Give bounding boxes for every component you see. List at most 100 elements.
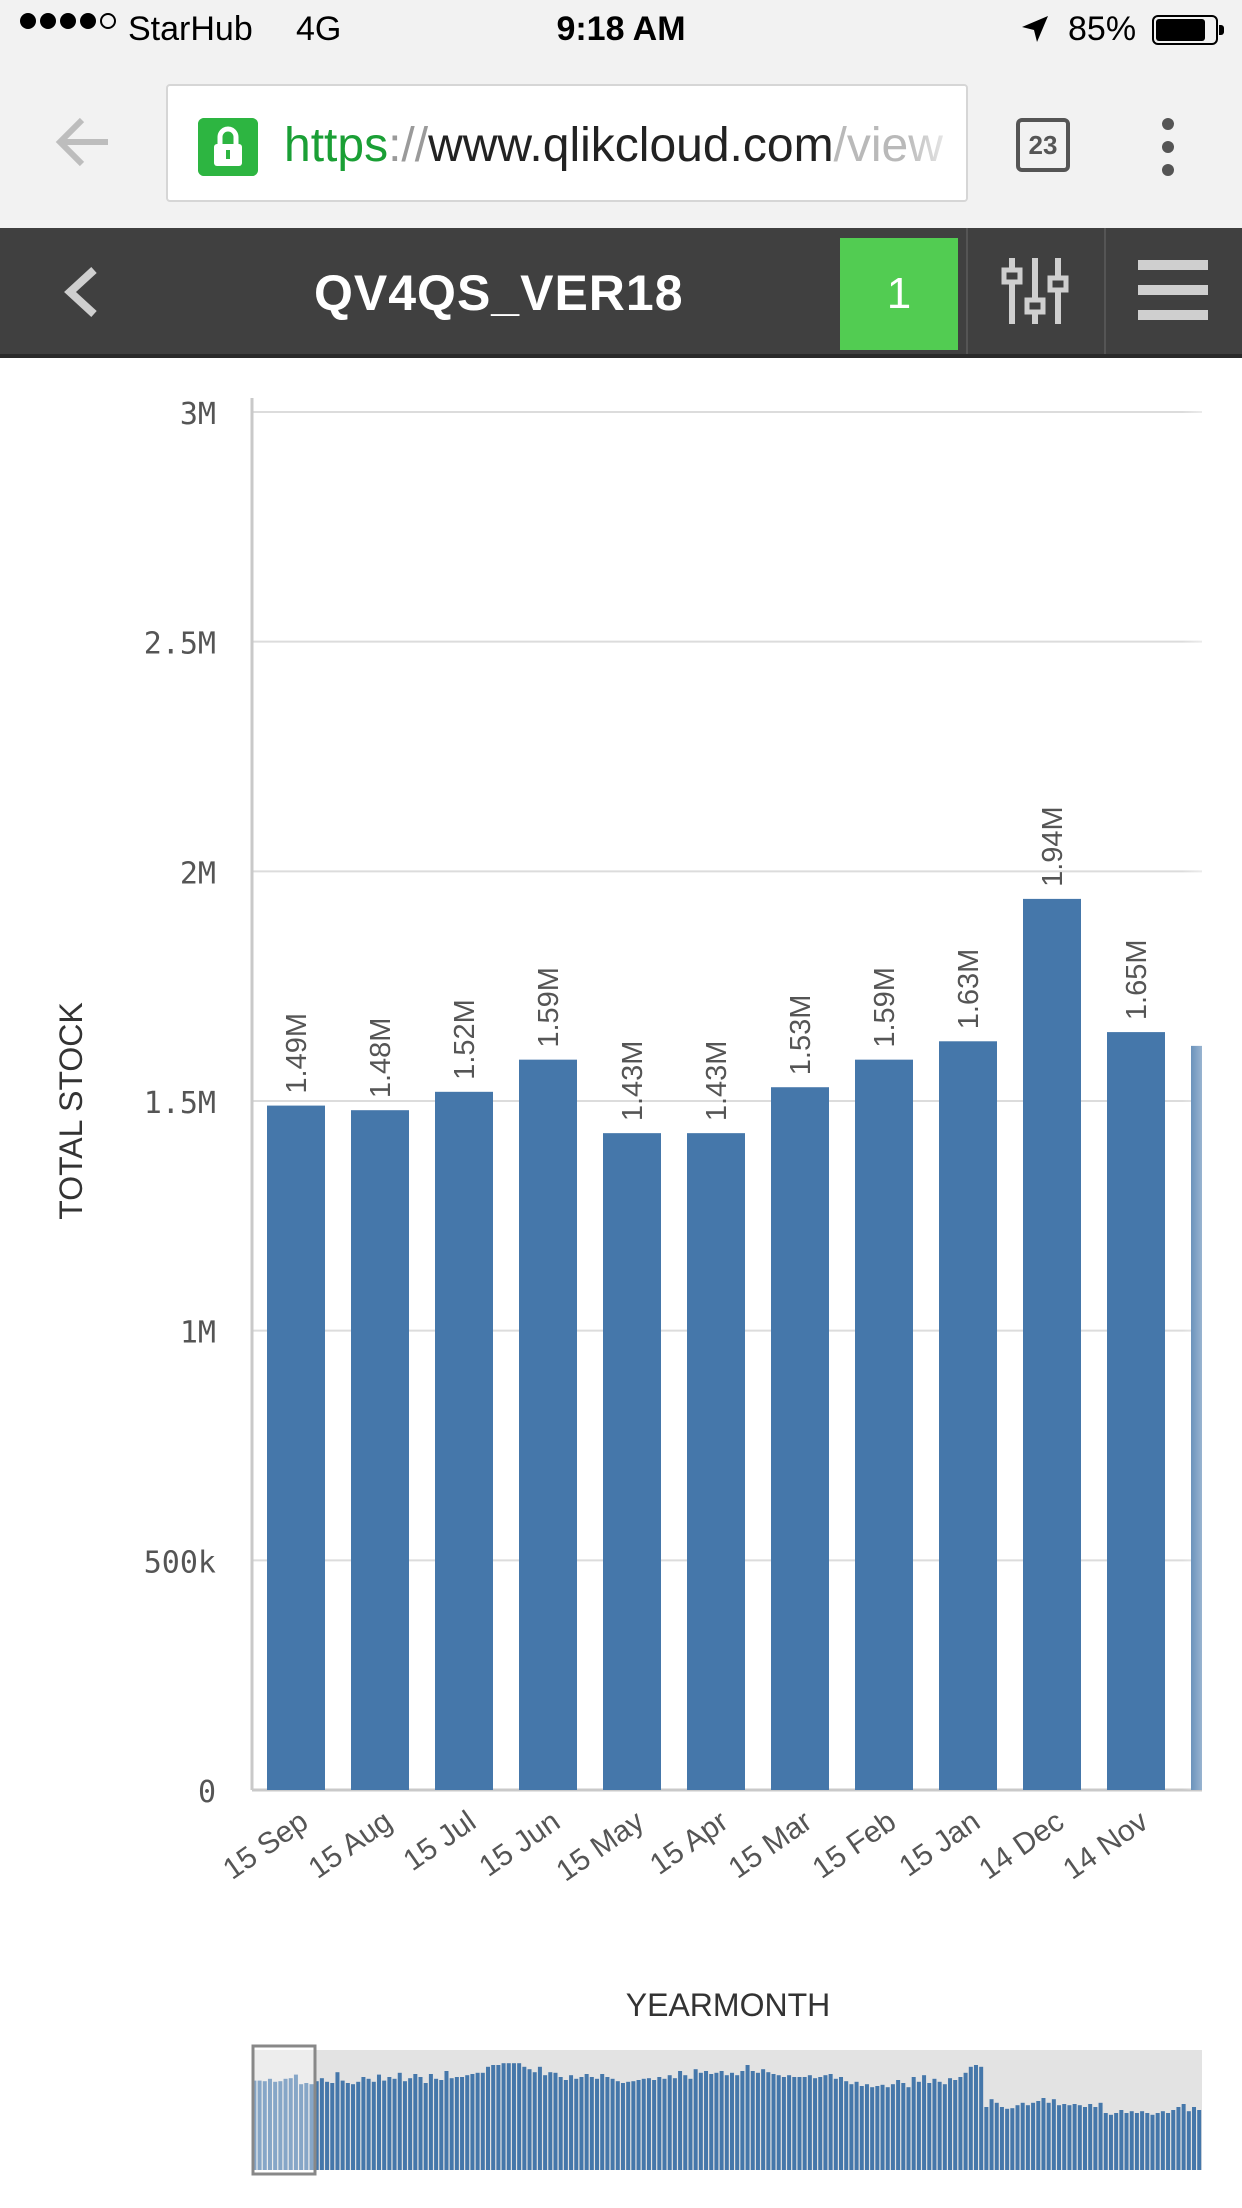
mini-chart-bar	[839, 2077, 844, 2170]
mini-chart-bar	[1088, 2104, 1093, 2170]
mini-chart-bar	[1145, 2113, 1150, 2170]
mini-chart-bar	[532, 2072, 537, 2170]
bar[interactable]	[1107, 1032, 1165, 1790]
mini-chart-bar	[890, 2084, 895, 2170]
plot-edge-fade	[1182, 398, 1222, 1790]
mini-chart-bar	[828, 2074, 833, 2170]
bar-series	[267, 898, 1202, 1790]
mini-chart-bar	[527, 2069, 532, 2170]
mini-chart-bar	[854, 2081, 859, 2170]
mini-chart-bar	[657, 2077, 662, 2170]
y-tick-label: 500k	[144, 1545, 216, 1580]
mini-chart-bar	[325, 2081, 330, 2170]
mini-chart-bar	[719, 2071, 724, 2170]
mini-chart-bar	[1129, 2111, 1134, 2170]
mini-chart-bar	[387, 2077, 392, 2170]
mini-chart-bar	[1140, 2111, 1145, 2170]
browser-back-icon[interactable]	[54, 112, 114, 172]
mini-chart-bar	[641, 2078, 646, 2170]
tab-switcher-button[interactable]: 23	[1016, 118, 1070, 172]
y-tick-label: 2M	[180, 856, 216, 891]
bar[interactable]	[351, 1110, 409, 1790]
mini-chart-bar	[563, 2080, 568, 2170]
y-tick-label: 1.5M	[144, 1086, 216, 1121]
mini-chart-bar	[1067, 2105, 1072, 2170]
mini-chart-bar	[402, 2081, 407, 2170]
mini-chart-bar	[787, 2075, 792, 2170]
mini-chart-bar	[745, 2065, 750, 2170]
status-bar: StarHub 4G 9:18 AM 85%	[0, 0, 1242, 62]
mini-chart-bar	[501, 2063, 506, 2170]
bar-value-label: 1.53M	[785, 995, 817, 1076]
mini-chart-bar	[979, 2066, 984, 2170]
bar[interactable]	[939, 1041, 997, 1790]
bar[interactable]	[687, 1133, 745, 1790]
y-tick-label: 3M	[180, 397, 216, 432]
mini-chart-bar	[776, 2075, 781, 2170]
mini-chart-bar	[999, 2107, 1004, 2170]
bar[interactable]	[267, 1105, 325, 1790]
mini-chart-bar	[813, 2078, 818, 2170]
mini-chart-bar	[797, 2077, 802, 2170]
mini-chart-bar	[1134, 2113, 1139, 2170]
bar-value-label: 1.43M	[617, 1041, 649, 1122]
bar-value-label: 1.65M	[1121, 939, 1153, 1020]
mini-chart-bar	[589, 2077, 594, 2170]
mini-chart-bar	[1020, 2102, 1025, 2170]
app-back-icon[interactable]	[62, 264, 102, 320]
mini-chart-bar	[470, 2074, 475, 2170]
scroll-window-handle[interactable]	[251, 2044, 317, 2176]
bar[interactable]	[771, 1087, 829, 1790]
mini-chart-bar	[506, 2063, 511, 2170]
mini-chart-bar	[1057, 2105, 1062, 2170]
selections-button[interactable]: 1	[840, 238, 958, 350]
mini-chart-bar	[922, 2075, 927, 2170]
network-type: 4G	[296, 10, 342, 48]
app-toolbar: QV4QS_VER18 1	[0, 228, 1242, 358]
mini-chart-bar	[1108, 2114, 1113, 2170]
mini-chart-bar	[948, 2078, 953, 2170]
mini-chart-bar	[984, 2107, 989, 2170]
mini-chart-bar	[963, 2072, 968, 2170]
address-bar[interactable]: https://www.qlikcloud.com/view	[166, 84, 968, 202]
mini-chart-bar	[267, 2078, 272, 2170]
mini-chart-bar	[1166, 2113, 1171, 2170]
bar[interactable]	[1023, 898, 1081, 1790]
mini-chart-bar	[283, 2078, 288, 2170]
url-separator: ://	[388, 119, 429, 172]
chart-canvas: 0 500k 1M 1.5M 2M 2.5M 3M TOTAL STOCK 1.49M 15 Se…	[53, 397, 1222, 2176]
more-menu-icon[interactable]	[1158, 116, 1178, 178]
mini-chart-bar	[1062, 2104, 1067, 2170]
mini-chart-bar	[376, 2074, 381, 2170]
mini-chart-bar	[755, 2072, 760, 2170]
mini-chart-bar	[1072, 2104, 1077, 2170]
mini-chart-bar	[994, 2102, 999, 2170]
bar[interactable]	[603, 1133, 661, 1790]
toolbar-divider	[1104, 228, 1106, 354]
mini-chart-bar	[750, 2071, 755, 2170]
mini-chart-bar	[1192, 2107, 1197, 2170]
bar[interactable]	[519, 1059, 577, 1790]
mini-chart-bar	[615, 2081, 620, 2170]
mini-chart-bar	[595, 2078, 600, 2170]
mini-chart-bar	[927, 2083, 932, 2170]
mini-chart-bar	[818, 2077, 823, 2170]
mini-chart-bar	[1041, 2098, 1046, 2170]
mini-chart-bar	[444, 2071, 449, 2170]
sliders-icon[interactable]	[1000, 256, 1070, 326]
bar-value-label: 1.43M	[701, 1041, 733, 1122]
x-tick-label: 15 Apr	[644, 1805, 734, 1882]
mini-chart-bar	[584, 2074, 589, 2170]
mini-chart-bar	[896, 2080, 901, 2170]
mini-chart-bar	[1083, 2107, 1087, 2170]
mini-chart-bar	[278, 2081, 283, 2170]
mini-chart-bar	[569, 2075, 574, 2170]
mini-chart-bar	[340, 2080, 345, 2170]
mini-chart-bar	[1005, 2108, 1010, 2170]
mini-chart-bar	[408, 2078, 413, 2170]
mini-chart-bar	[620, 2083, 625, 2170]
bar[interactable]	[855, 1059, 913, 1790]
mini-chart-bar	[1150, 2114, 1155, 2170]
hamburger-menu-icon[interactable]	[1136, 258, 1210, 322]
bar[interactable]	[435, 1091, 493, 1790]
